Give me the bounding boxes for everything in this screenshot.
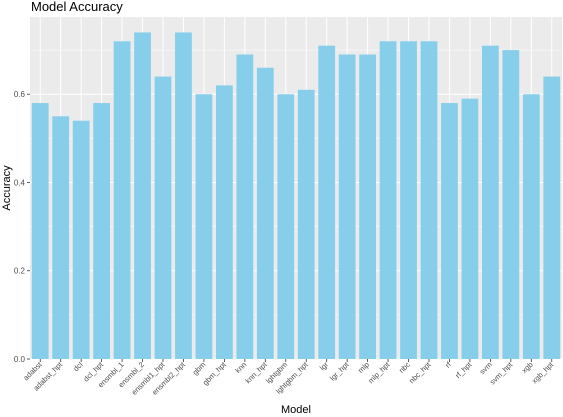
bars bbox=[31, 32, 561, 360]
bar-lghtgbm bbox=[277, 94, 295, 360]
bar-ensmbl_2 bbox=[134, 32, 151, 359]
bar-knn_hpt bbox=[256, 67, 274, 360]
bar-xgb bbox=[522, 94, 540, 360]
x-tick-label: gbm_hpt bbox=[201, 359, 229, 387]
y-tick-label: 0.4 bbox=[14, 178, 26, 187]
bar-adabst bbox=[31, 103, 49, 360]
bar-dcl bbox=[72, 120, 90, 360]
x-tick-label: svm_hpt bbox=[488, 359, 515, 386]
bar-rf bbox=[441, 103, 458, 360]
bar-gbm bbox=[195, 94, 213, 360]
bar-adabst_hpt bbox=[52, 116, 70, 360]
bar-lgr bbox=[318, 45, 336, 360]
bar-knn bbox=[236, 54, 254, 360]
y-axis-title: Accuracy bbox=[1, 165, 13, 211]
x-tick-label: dcl bbox=[71, 360, 84, 373]
bar-svm_hpt bbox=[502, 50, 520, 360]
x-tick-label: mlp_hpt bbox=[366, 359, 392, 385]
x-tick-label: rf bbox=[443, 359, 453, 369]
bar-svm bbox=[481, 45, 499, 360]
x-tick-label: lgr bbox=[318, 360, 331, 373]
x-tick-label: rf_hpt bbox=[453, 359, 474, 380]
x-tick-label: xgb_hpt bbox=[530, 359, 556, 385]
bar-ensmbl1_hpt bbox=[154, 76, 172, 360]
x-tick-label: svm bbox=[478, 360, 494, 376]
bar-mlp_hpt bbox=[379, 41, 397, 360]
x-tick-label: mlp bbox=[356, 360, 371, 375]
x-tick-label: knn bbox=[233, 360, 248, 375]
bar-rf_hpt bbox=[461, 98, 479, 360]
bar-nbc bbox=[400, 41, 417, 360]
y-tick-label: 0.6 bbox=[14, 90, 26, 99]
bar-mlp bbox=[359, 54, 377, 360]
x-tick-label: nbc_hpt bbox=[407, 359, 433, 385]
x-tick-label: xgb bbox=[520, 360, 535, 375]
y-tick-label: 0.0 bbox=[14, 355, 26, 364]
bar-ensmbl2_hpt bbox=[175, 32, 192, 359]
y-tick-label: 0.2 bbox=[14, 267, 26, 276]
bar-lghtgbm_hpt bbox=[297, 89, 315, 360]
x-tick-label: nbc bbox=[397, 360, 412, 375]
x-axis-title: Model bbox=[281, 404, 311, 416]
bar-xgb_hpt bbox=[543, 76, 561, 360]
bar-ensmbl_1 bbox=[113, 41, 131, 360]
chart-title: Model Accuracy bbox=[31, 0, 123, 14]
bar-lgr_hpt bbox=[338, 54, 356, 360]
bar-dcl_hpt bbox=[93, 103, 111, 360]
x-tick-label: lgr_hpt bbox=[328, 359, 351, 382]
bar-gbm_hpt bbox=[215, 85, 233, 360]
x-tick-label: gbm bbox=[191, 360, 208, 377]
y-axis: 0.0 0.2 0.4 0.6 bbox=[14, 90, 30, 364]
bar-nbc_hpt bbox=[420, 41, 438, 360]
